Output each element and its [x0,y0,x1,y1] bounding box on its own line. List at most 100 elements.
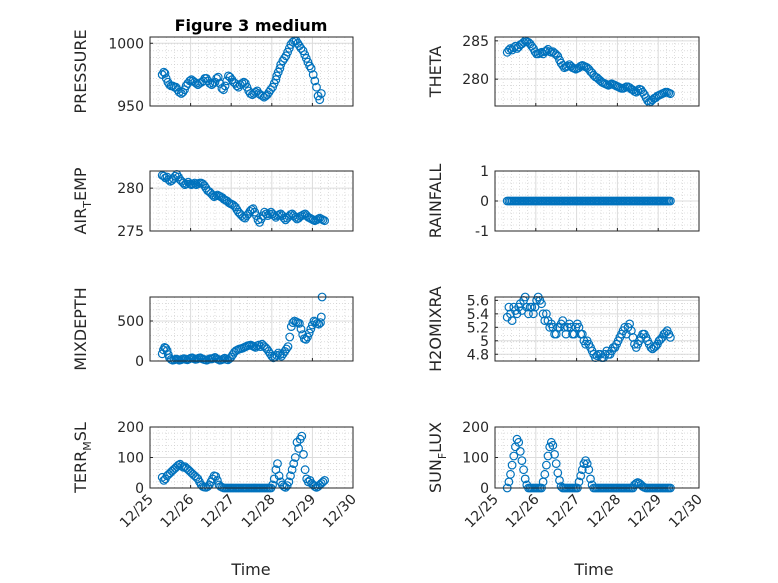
data-point [666,333,675,342]
y-axis-label: SUNFLUX [426,422,449,493]
y-tick-label: 200 [117,420,144,436]
axes-box [149,170,354,232]
data-point [584,465,594,475]
data-point [286,471,295,481]
data-point [313,214,323,224]
data-point [550,450,559,459]
y-tick-label: 285 [462,34,489,50]
y-tick-label: 950 [117,99,144,115]
data-point [306,63,316,73]
data-point [666,89,675,99]
data-point [633,86,643,96]
series-theta [502,36,675,107]
data-point [316,318,325,328]
axes-box [149,36,354,107]
data-point [626,326,636,336]
data-point [297,431,307,441]
x-tick-label: 12/30 [666,492,706,532]
data-point [287,465,297,475]
data-point [312,82,321,92]
data-point [320,476,330,485]
data-point [320,216,330,226]
data-point [308,70,318,79]
data-point [520,474,530,484]
data-point [517,456,527,466]
data-point [273,459,282,469]
data-point [271,75,281,85]
data-point [540,469,550,479]
x-tick-label: 12/28 [584,492,624,532]
data-point [305,61,315,71]
y-tick-label: 275 [117,224,144,240]
data-point [285,332,295,342]
data-point [290,453,300,462]
data-point [268,480,278,490]
data-point [290,212,300,222]
subplot-terr-msl: 0 100 200 TERRMSL 12/25 12/26 12/27 12/28 12/29 1… [71,420,360,531]
y-tick-label: 100 [117,451,144,467]
y-tick-label: 1000 [108,36,144,52]
data-point [506,469,515,479]
data-point [509,451,519,461]
data-point [205,78,215,88]
data-point [300,465,310,475]
data-point [211,191,221,201]
data-point [295,319,304,328]
subplot-h2o-mixing: 4.855.25.45.6 H2OMIXRA [426,286,700,372]
y-tick-label: 0 [135,354,144,370]
data-point [275,63,285,73]
y-axis-label: TERRMSL [71,422,94,494]
data-point [299,450,308,459]
y-tick-label: 5.4 [467,307,489,323]
data-point [551,459,561,469]
data-point [548,440,558,450]
y-tick-label: 1 [480,164,489,180]
data-point [274,471,284,481]
subplot-pressure: 950 1000 PRESSURE [71,29,354,115]
data-point [555,476,564,485]
y-tick-label: 5.2 [467,320,489,336]
y-tick-label: 280 [117,181,144,197]
data-point [177,461,187,471]
x-tick-label: 12/30 [320,492,360,532]
data-point [543,451,553,461]
y-tick-label: 0 [480,481,489,497]
data-point [515,447,525,456]
data-point [316,89,326,98]
x-tick-label: 12/29 [625,492,665,532]
series-air-temp [157,169,330,227]
axes-box [494,296,700,362]
subplot-air-temp: 275 280 AIRTEMP [71,167,354,240]
data-point [315,95,325,105]
data-point [289,459,299,469]
y-axis-label: RAINFALL [426,164,445,239]
data-point [529,309,538,319]
y-axis-label: THETA [426,46,445,98]
data-point [282,344,291,354]
y-tick-label: 5 [480,334,489,350]
y-tick-label: 200 [462,420,489,436]
series-mixdepth [157,292,327,365]
data-point [174,87,184,97]
y-tick-label: 0 [135,481,144,497]
data-point [574,477,584,487]
x-tick-label: 12/28 [239,492,279,532]
series-rainfall [502,196,675,206]
data-point [294,444,304,453]
data-point [306,324,316,334]
axes-box [149,296,354,362]
axes-box [494,426,700,489]
x-axis-label-right: Time [573,560,613,579]
data-point [537,299,546,309]
y-axis-label: MIXDEPTH [71,287,90,370]
data-point [542,46,551,56]
data-point [296,324,306,334]
series-pressure [157,36,326,105]
data-point [310,76,320,86]
data-point [213,72,223,82]
data-point [542,460,551,470]
data-point [576,471,586,481]
x-tick-label: 12/26 [158,491,198,531]
data-point [666,196,675,206]
data-point [160,68,170,78]
